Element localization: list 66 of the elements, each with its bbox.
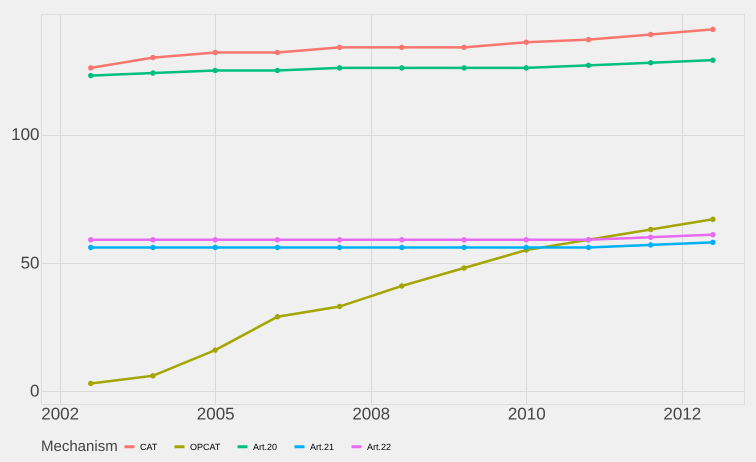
x-tick-label: 2010: [508, 404, 546, 424]
point: [88, 380, 94, 386]
point: [274, 50, 280, 56]
point: [710, 232, 716, 238]
point: [212, 68, 218, 74]
legend-label: Art.22: [367, 442, 392, 452]
point: [88, 65, 94, 71]
point: [336, 44, 342, 50]
point: [212, 347, 218, 353]
point: [336, 65, 342, 71]
point: [399, 237, 405, 243]
point: [648, 242, 654, 248]
x-tick-label: 2008: [352, 404, 390, 424]
point: [461, 65, 467, 71]
y-tick-label: 100: [11, 125, 40, 144]
point: [710, 216, 716, 222]
point: [150, 70, 156, 76]
point: [274, 244, 280, 250]
point: [461, 44, 467, 50]
point: [212, 50, 218, 56]
point: [648, 234, 654, 240]
point: [150, 54, 156, 60]
point: [710, 26, 716, 32]
point: [710, 240, 716, 246]
point: [648, 226, 654, 232]
point: [336, 304, 342, 310]
point: [399, 44, 405, 50]
point: [150, 237, 156, 243]
point: [399, 244, 405, 250]
legend-label: Art.21: [310, 442, 334, 452]
point: [88, 237, 94, 243]
point: [274, 68, 280, 74]
point: [336, 244, 342, 250]
point: [274, 314, 280, 320]
x-tick-label: 2002: [41, 404, 80, 424]
point: [586, 36, 592, 42]
point: [88, 244, 94, 250]
legend-title: Mechanism: [41, 438, 118, 455]
point: [586, 62, 592, 68]
point: [150, 373, 156, 379]
point: [524, 237, 529, 243]
point: [461, 244, 467, 250]
point: [212, 244, 218, 250]
point: [399, 65, 405, 71]
y-tick-label: 0: [30, 382, 40, 401]
x-tick-label: 2012: [663, 404, 702, 424]
point: [399, 283, 405, 289]
legend-label: Art.20: [253, 442, 278, 452]
point: [524, 244, 529, 250]
point: [88, 72, 94, 78]
point: [336, 237, 342, 243]
point: [212, 237, 218, 243]
point: [150, 244, 156, 250]
point: [274, 237, 280, 243]
point: [710, 57, 716, 63]
point: [524, 39, 529, 45]
legend-label: CAT: [140, 442, 158, 452]
point: [586, 244, 592, 250]
legend-label: OPCAT: [190, 442, 221, 452]
x-tick-label: 2005: [196, 404, 235, 424]
point: [648, 60, 654, 66]
point: [524, 65, 529, 71]
y-tick-label: 50: [20, 253, 40, 272]
point: [648, 32, 654, 38]
point: [461, 237, 467, 243]
point: [461, 265, 467, 271]
